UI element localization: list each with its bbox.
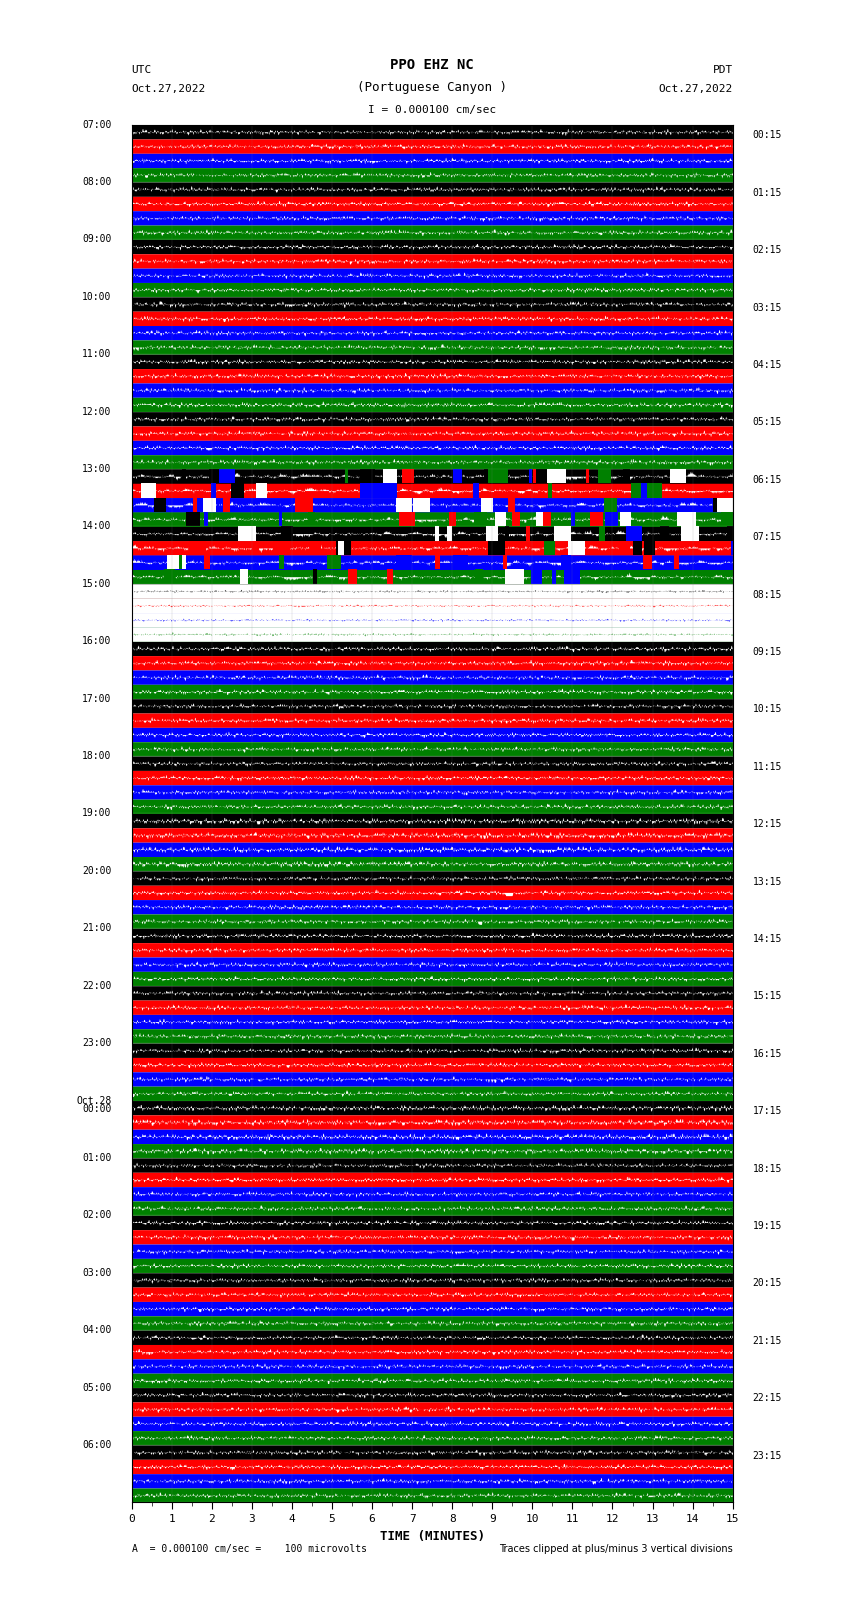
Text: 23:15: 23:15 — [753, 1450, 782, 1461]
Text: Traces clipped at plus/minus 3 vertical divisions: Traces clipped at plus/minus 3 vertical … — [499, 1544, 733, 1553]
Text: 08:15: 08:15 — [753, 590, 782, 600]
Text: 10:00: 10:00 — [82, 292, 111, 302]
Text: 07:15: 07:15 — [753, 532, 782, 542]
Text: 04:00: 04:00 — [82, 1326, 111, 1336]
Text: 21:15: 21:15 — [753, 1336, 782, 1345]
Text: 18:15: 18:15 — [753, 1163, 782, 1174]
Text: 04:15: 04:15 — [753, 360, 782, 369]
Text: 02:00: 02:00 — [82, 1210, 111, 1221]
Text: 05:15: 05:15 — [753, 418, 782, 427]
Text: 14:15: 14:15 — [753, 934, 782, 944]
Text: 08:00: 08:00 — [82, 177, 111, 187]
Text: 03:15: 03:15 — [753, 303, 782, 313]
Text: Oct.28: Oct.28 — [76, 1095, 111, 1105]
Text: 15:00: 15:00 — [82, 579, 111, 589]
Text: PDT: PDT — [712, 65, 733, 74]
Text: 14:00: 14:00 — [82, 521, 111, 531]
Text: 18:00: 18:00 — [82, 752, 111, 761]
Text: 11:15: 11:15 — [753, 761, 782, 773]
Text: 02:15: 02:15 — [753, 245, 782, 255]
Text: 22:15: 22:15 — [753, 1394, 782, 1403]
Text: 16:00: 16:00 — [82, 636, 111, 647]
Text: 17:15: 17:15 — [753, 1107, 782, 1116]
Text: PPO EHZ NC: PPO EHZ NC — [390, 58, 474, 73]
Text: 09:15: 09:15 — [753, 647, 782, 656]
Text: 03:00: 03:00 — [82, 1268, 111, 1277]
Text: 15:15: 15:15 — [753, 992, 782, 1002]
Text: 00:00: 00:00 — [82, 1105, 111, 1115]
Text: (Portuguese Canyon ): (Portuguese Canyon ) — [357, 81, 507, 94]
Text: 06:15: 06:15 — [753, 474, 782, 486]
Text: UTC: UTC — [132, 65, 152, 74]
Text: 07:00: 07:00 — [82, 119, 111, 129]
Text: 13:15: 13:15 — [753, 876, 782, 887]
Text: 00:15: 00:15 — [753, 131, 782, 140]
Text: 20:15: 20:15 — [753, 1279, 782, 1289]
Text: Oct.27,2022: Oct.27,2022 — [132, 84, 206, 94]
Text: 20:00: 20:00 — [82, 866, 111, 876]
Text: 22:00: 22:00 — [82, 981, 111, 990]
Text: 17:00: 17:00 — [82, 694, 111, 703]
Text: 13:00: 13:00 — [82, 465, 111, 474]
Text: A  = 0.000100 cm/sec =    100 microvolts: A = 0.000100 cm/sec = 100 microvolts — [132, 1544, 366, 1553]
Text: Oct.27,2022: Oct.27,2022 — [659, 84, 733, 94]
Text: 06:00: 06:00 — [82, 1440, 111, 1450]
Text: 12:15: 12:15 — [753, 819, 782, 829]
Text: 19:00: 19:00 — [82, 808, 111, 818]
Text: 05:00: 05:00 — [82, 1382, 111, 1392]
X-axis label: TIME (MINUTES): TIME (MINUTES) — [380, 1529, 484, 1542]
Text: 09:00: 09:00 — [82, 234, 111, 245]
Text: 11:00: 11:00 — [82, 348, 111, 360]
Text: 12:00: 12:00 — [82, 406, 111, 416]
Text: 23:00: 23:00 — [82, 1039, 111, 1048]
Text: 10:15: 10:15 — [753, 705, 782, 715]
Text: I = 0.000100 cm/sec: I = 0.000100 cm/sec — [368, 105, 496, 115]
Text: 01:00: 01:00 — [82, 1153, 111, 1163]
Text: 16:15: 16:15 — [753, 1048, 782, 1058]
Text: 21:00: 21:00 — [82, 923, 111, 934]
Text: 19:15: 19:15 — [753, 1221, 782, 1231]
Text: 01:15: 01:15 — [753, 187, 782, 198]
